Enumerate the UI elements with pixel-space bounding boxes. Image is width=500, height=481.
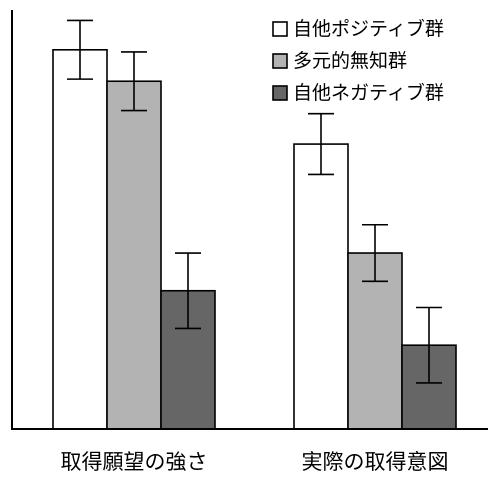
legend-label-3: 自他ネガティブ群 xyxy=(293,81,444,104)
category-label-1: 取得願望の強さ xyxy=(61,450,208,474)
bar-series-2-category-1 xyxy=(106,80,162,430)
category-labels: 取得願望の強さ 実際の取得意図 xyxy=(61,450,449,474)
legend-swatch-1 xyxy=(272,21,288,37)
legend-swatch-2 xyxy=(272,53,288,69)
plot-area xyxy=(52,19,457,430)
bar-series-1-category-2 xyxy=(293,143,349,430)
legend-swatch-3 xyxy=(272,85,288,101)
bar-series-1-category-1 xyxy=(52,49,108,430)
axes xyxy=(11,10,488,430)
legend-label-2: 多元的無知群 xyxy=(293,50,407,72)
legend-label-1: 自他ポジティブ群 xyxy=(293,17,444,40)
category-label-2: 実際の取得意図 xyxy=(302,450,449,474)
